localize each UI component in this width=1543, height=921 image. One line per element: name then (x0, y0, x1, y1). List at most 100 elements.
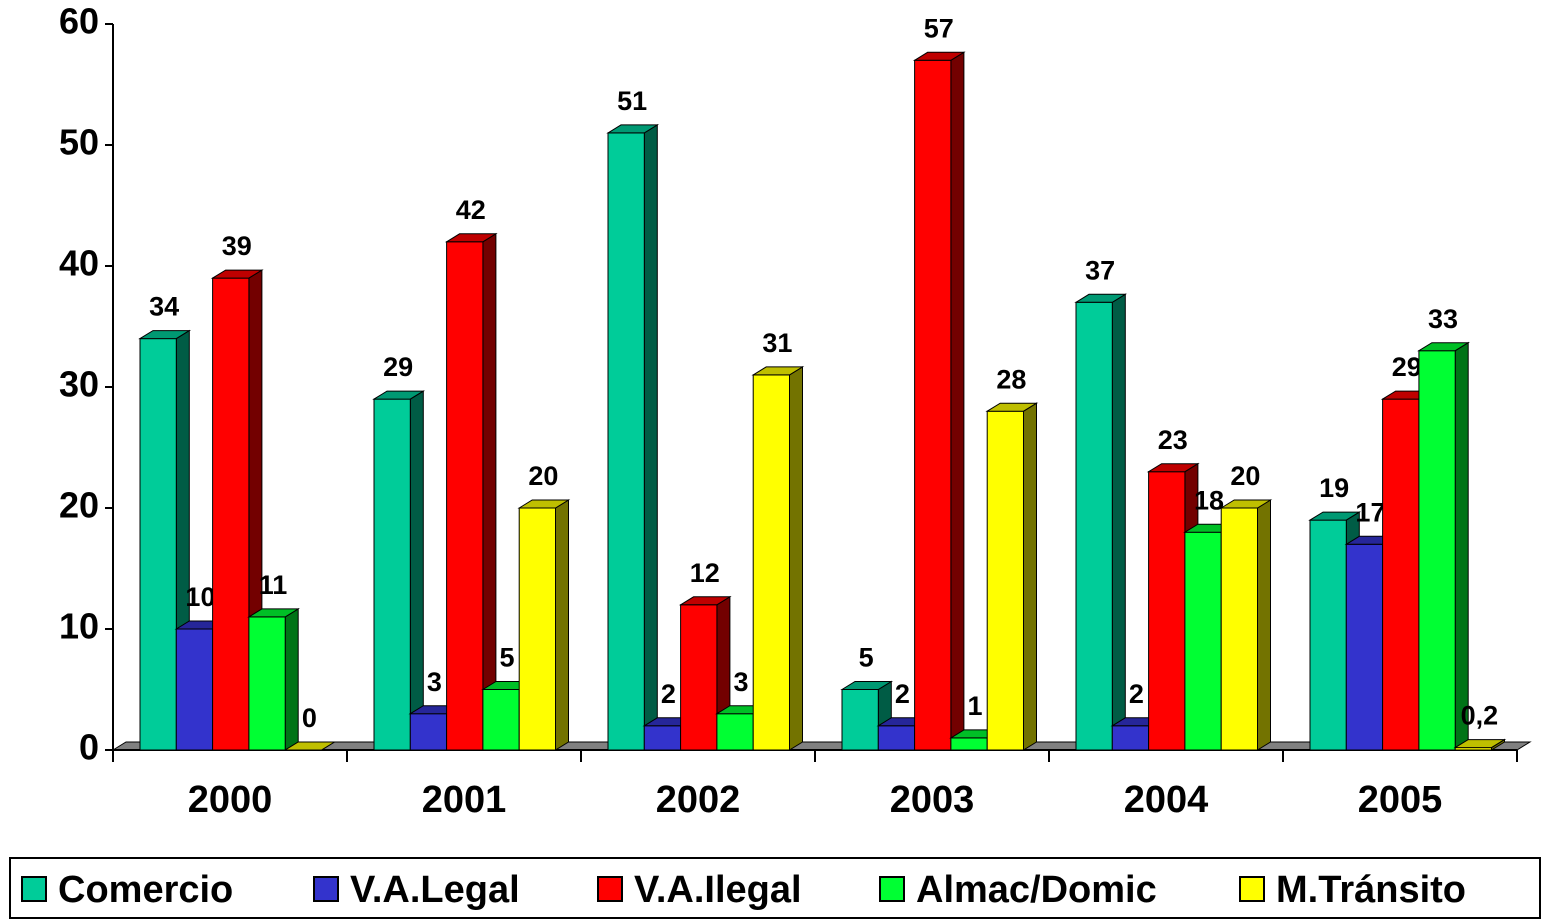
bar-top (138, 330, 192, 340)
bar-side (409, 390, 424, 751)
bar (518, 507, 557, 751)
x-tick-label: 2004 (1124, 779, 1209, 821)
bar (1345, 543, 1384, 751)
data-label: 29 (1392, 352, 1422, 382)
bar (716, 713, 754, 751)
bar (139, 338, 177, 751)
x-tick-label: 2002 (656, 779, 741, 821)
data-label: 10 (185, 582, 215, 612)
bar-group (1219, 499, 1273, 751)
data-label: 34 (149, 292, 179, 322)
bar-side (482, 232, 497, 751)
data-label: 5 (859, 643, 874, 673)
data-label: 51 (617, 86, 647, 116)
bar-top (751, 366, 805, 376)
x-tick-label: 2003 (890, 779, 975, 821)
y-tick-label: 50 (59, 122, 99, 163)
data-label: 2 (661, 679, 676, 709)
bar-group (606, 124, 660, 751)
bar (877, 725, 916, 751)
bar-top (840, 681, 894, 690)
bar (446, 241, 484, 751)
bar-group (985, 402, 1039, 751)
bar (1184, 531, 1222, 751)
bar-group (1453, 738, 1507, 751)
data-label: 2 (1129, 679, 1144, 709)
bar-side (555, 499, 569, 751)
data-label: 3 (734, 667, 749, 697)
bar (482, 689, 520, 751)
legend-swatch (21, 876, 47, 902)
bar (680, 604, 718, 751)
data-label: 12 (690, 558, 720, 588)
bar-top (517, 499, 571, 509)
bar (212, 277, 250, 751)
bar (1309, 519, 1347, 751)
bar (1220, 507, 1258, 751)
bar-top (1453, 739, 1507, 749)
bar-side (1454, 341, 1469, 751)
legend-label: Comercio (58, 869, 233, 911)
data-label: 18 (1194, 485, 1224, 515)
bar-group (283, 741, 337, 751)
bar-side (1023, 402, 1037, 751)
data-label: 28 (996, 364, 1026, 394)
y-tick-label: 60 (59, 1, 99, 42)
data-label: 0,2 (1461, 701, 1499, 731)
bar (986, 410, 1025, 751)
bar-top (1074, 293, 1128, 303)
data-label: 17 (1355, 497, 1385, 527)
data-label: 31 (762, 328, 792, 358)
legend-label: V.A.Legal (350, 869, 520, 911)
bar-group (247, 608, 300, 751)
y-tick-label: 30 (59, 364, 99, 405)
bar (1111, 725, 1150, 751)
data-label: 33 (1428, 304, 1458, 334)
legend-label: Almac/Domic (916, 869, 1157, 911)
legend-label: M.Tránsito (1276, 869, 1466, 911)
bar-top (1417, 342, 1470, 352)
bar-top (372, 390, 426, 400)
data-label: 20 (1230, 461, 1260, 491)
bar (373, 398, 411, 751)
bar-group (751, 366, 805, 751)
legend-swatch (879, 876, 905, 902)
bar-side (1111, 293, 1126, 751)
data-label: 42 (456, 195, 486, 225)
data-label: 5 (500, 643, 515, 673)
bar (1418, 350, 1456, 751)
bar (1148, 471, 1186, 751)
bar-top (247, 608, 300, 618)
bar-side (284, 608, 299, 751)
data-label: 37 (1085, 255, 1115, 285)
x-tick-label: 2000 (188, 779, 273, 821)
data-label: 3 (427, 667, 442, 697)
bar-side (789, 366, 803, 751)
bar-group (372, 390, 426, 751)
data-label: 19 (1319, 473, 1349, 503)
bar-side (1257, 499, 1271, 751)
data-label: 20 (528, 461, 558, 491)
bar-group (1074, 293, 1128, 751)
y-tick-label: 0 (79, 727, 99, 768)
bar-top (606, 124, 660, 134)
bar (841, 689, 879, 751)
y-tick-label: 40 (59, 243, 99, 284)
bar (643, 725, 682, 751)
bar-top (283, 741, 337, 751)
bar-group (517, 499, 571, 751)
bar-top (210, 269, 264, 279)
bar (409, 713, 448, 751)
y-tick-label: 20 (59, 485, 99, 526)
bar-top (912, 51, 966, 61)
legend-label: V.A.Ilegal (634, 869, 802, 911)
bar-group (444, 232, 498, 751)
bar-top (1219, 499, 1273, 509)
bar (914, 59, 952, 751)
x-tick-label: 2001 (422, 779, 507, 821)
data-label: 23 (1158, 425, 1188, 455)
data-label: 11 (259, 570, 288, 600)
bar-side (643, 124, 658, 751)
legend-swatch (313, 876, 339, 902)
